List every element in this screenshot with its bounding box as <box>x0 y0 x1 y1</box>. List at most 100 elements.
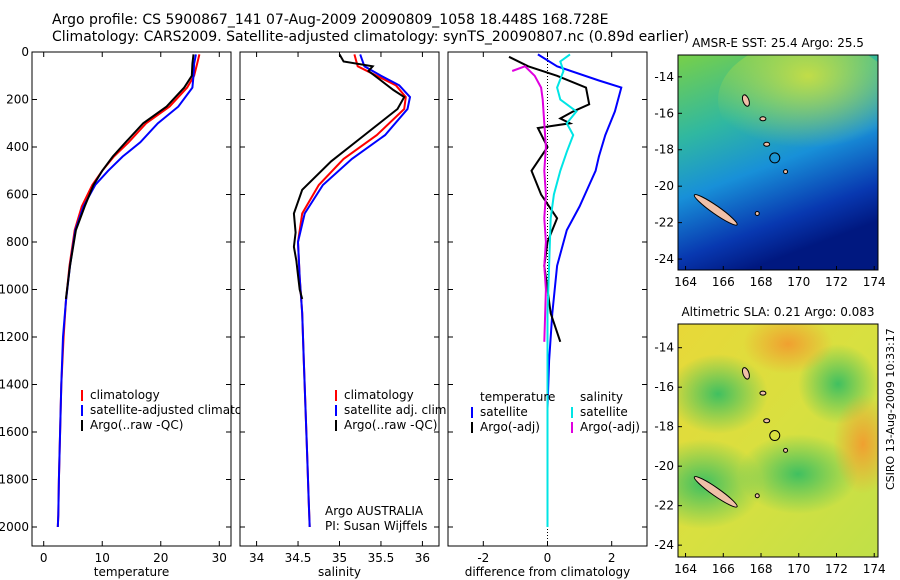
x-axis-label: temperature <box>94 565 169 579</box>
low-sla-patch <box>678 354 768 434</box>
island-shape <box>693 476 738 508</box>
x-tick-label: 0 <box>40 551 48 565</box>
island-shape <box>763 418 771 424</box>
argo-float-marker <box>769 430 781 442</box>
header-line-2: Climatology: CARS2009. Satellite-adjuste… <box>52 29 690 45</box>
map-y-tick-label: -24 <box>654 252 674 266</box>
map-title: Altimetric SLA: 0.21 Argo: 0.083 <box>681 305 874 319</box>
map-y-tick-label: -14 <box>654 341 674 355</box>
map-field <box>678 55 878 270</box>
map-frame <box>677 54 879 271</box>
legend-group-title: salinity <box>580 390 623 404</box>
high-sla-patch <box>833 394 878 494</box>
y-tick-label: 1800 <box>0 473 29 487</box>
legend-label: climatology <box>90 388 160 402</box>
legend-label: Argo(..raw -QC) <box>90 418 183 432</box>
y-tick-label: 1200 <box>0 330 29 344</box>
header-line-1: Argo profile: CS 5900867_141 07-Aug-2009… <box>52 12 609 28</box>
x-axis-label: difference from climatology <box>465 565 631 579</box>
annotation-text: Argo AUSTRALIA <box>325 504 424 518</box>
y-tick-label: 1400 <box>0 378 29 392</box>
map-x-tick-label: 166 <box>712 275 735 289</box>
low-sla-patch <box>738 434 858 514</box>
map-x-tick-label: 168 <box>750 275 773 289</box>
map-y-tick-label: -16 <box>654 106 674 120</box>
series-line-salinity-argo-adj <box>511 65 547 342</box>
x-tick-label: 35.5 <box>368 551 395 565</box>
map-x-tick-label: 166 <box>712 562 735 576</box>
map-y-tick-label: -14 <box>654 70 674 84</box>
island-shape <box>741 94 750 107</box>
map-x-tick-label: 170 <box>787 562 810 576</box>
x-tick-label: 34.5 <box>285 551 312 565</box>
x-tick-label: 30 <box>212 551 227 565</box>
map-x-tick-label: 170 <box>787 275 810 289</box>
warm-water-patch <box>718 55 878 160</box>
legend-group-title: temperature <box>480 390 555 404</box>
map-y-tick-label: -20 <box>654 459 674 473</box>
y-tick-label: 400 <box>6 140 29 154</box>
x-tick-label: 36 <box>415 551 430 565</box>
x-tick-label: 2 <box>608 551 616 565</box>
x-axis-label: salinity <box>318 565 361 579</box>
island-shape <box>741 367 750 380</box>
map-y-tick-label: -16 <box>654 380 674 394</box>
axes-frame <box>239 51 440 547</box>
island-shape <box>754 493 760 499</box>
y-tick-label: 800 <box>6 235 29 249</box>
axes-frame <box>31 51 232 547</box>
island-shape <box>783 169 789 175</box>
map-x-tick-label: 172 <box>825 275 848 289</box>
series-line-salinity-satellite <box>546 53 578 527</box>
high-sla-patch <box>743 324 833 374</box>
x-tick-label: 20 <box>153 551 168 565</box>
map-y-tick-label: -18 <box>654 420 674 434</box>
x-tick-label: 0 <box>544 551 552 565</box>
island-shape <box>783 447 789 453</box>
series-line-argo-raw-qc <box>292 53 406 300</box>
island-shape <box>693 194 738 226</box>
map-x-tick-label: 172 <box>825 562 848 576</box>
island-shape <box>754 211 760 217</box>
series-line-satellite-adj-clim <box>296 54 412 528</box>
island-shape <box>759 116 767 122</box>
legend-label: satellite-adjusted climatology <box>90 403 268 417</box>
y-tick-label: 1600 <box>0 425 29 439</box>
sla-map-panel: Altimetric SLA: 0.21 Argo: 0.083 164 166 16… <box>654 305 886 576</box>
map-y-tick-label: -20 <box>654 179 674 193</box>
x-tick-label: 10 <box>95 551 110 565</box>
profile-panel-1: 0 10 20 30 0 200 400 600 800 1000 1200 1400 1600 1800… <box>0 45 268 579</box>
x-tick-label: 35 <box>332 551 347 565</box>
map-y-tick-label: -24 <box>654 538 674 552</box>
y-tick-label: 200 <box>6 93 29 107</box>
map-x-tick-label: 174 <box>863 275 886 289</box>
x-tick-label: -2 <box>477 551 489 565</box>
y-tick-label: 1000 <box>0 283 29 297</box>
legend-label: satellite <box>480 405 528 419</box>
y-tick-label: 600 <box>6 188 29 202</box>
map-x-tick-label: 164 <box>674 562 697 576</box>
map-y-tick-label: -22 <box>654 216 674 230</box>
map-y-tick-label: -18 <box>654 143 674 157</box>
map-title: AMSR-E SST: 25.4 Argo: 25.5 <box>692 36 864 50</box>
island-shape <box>759 390 767 396</box>
series-line-argo-raw-qc <box>64 54 195 300</box>
profile-panel-2: 34 34.5 35 35.5 36 salinity climatologysatelli… <box>239 51 450 579</box>
annotation-text: PI: Susan Wijffels <box>325 519 427 533</box>
legend-label: satellite adj. clim. <box>344 403 450 417</box>
legend-label: climatology <box>344 388 414 402</box>
y-tick-label: 0 <box>21 45 29 59</box>
map-field <box>678 324 878 557</box>
legend-label: satellite <box>580 405 628 419</box>
series-line-temperature-satellite <box>537 53 623 527</box>
x-tick-label: 34 <box>249 551 264 565</box>
legend-label: Argo(-adj) <box>580 420 640 434</box>
island-shape <box>763 141 771 147</box>
legend-label: Argo(..raw -QC) <box>344 418 437 432</box>
map-y-tick-label: -22 <box>654 499 674 513</box>
sst-map-panel: AMSR-E SST: 25.4 Argo: 25.5 164 166 168 170 1… <box>654 36 886 289</box>
map-x-tick-label: 174 <box>863 562 886 576</box>
map-x-tick-label: 164 <box>674 275 697 289</box>
